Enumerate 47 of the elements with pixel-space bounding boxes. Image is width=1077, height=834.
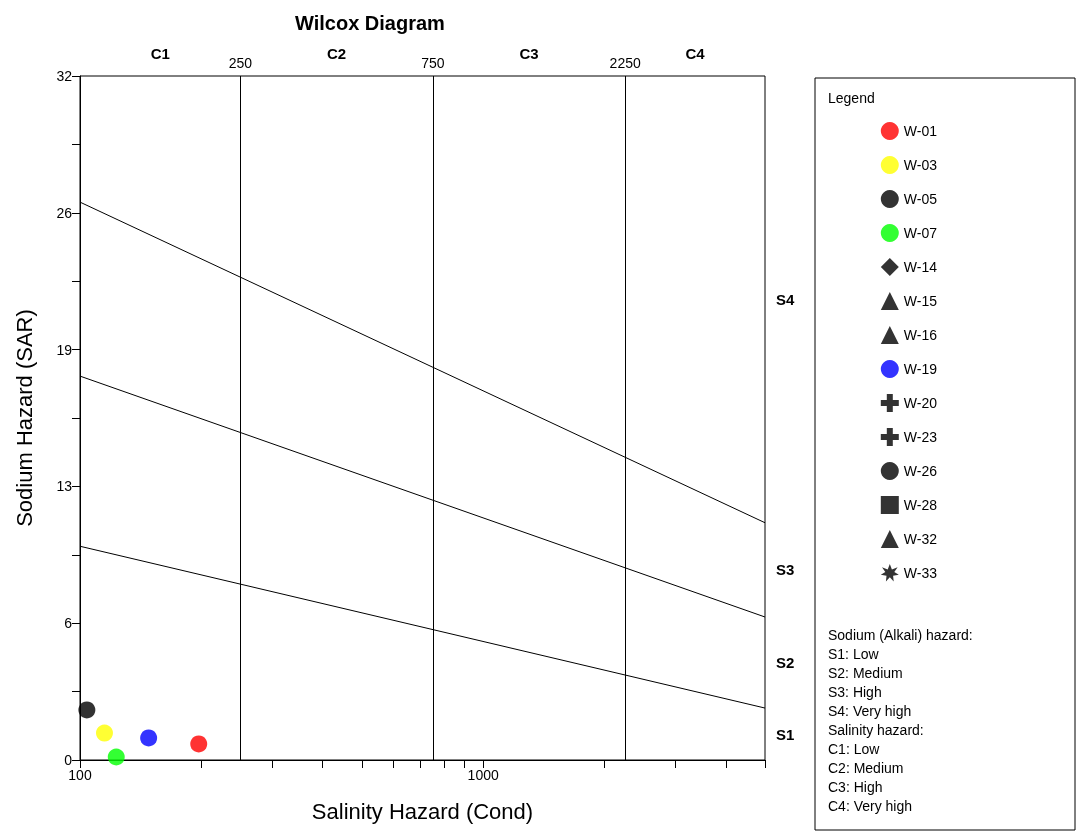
y-tick-label: 26: [56, 204, 73, 221]
legend-label: W-15: [903, 293, 938, 309]
ref-line-label: 250: [228, 55, 253, 71]
y-axis-title: Sodium Hazard (SAR): [11, 309, 37, 527]
y-tick-label: 19: [56, 341, 73, 358]
text: S3: High: [828, 684, 882, 700]
text: C4: [685, 45, 706, 62]
text: S1: Low: [828, 646, 880, 662]
x-axis-title: Salinity Hazard (Cond): [311, 798, 534, 824]
y-tick-label: 6: [64, 615, 73, 632]
legend-label: W-33: [903, 564, 938, 581]
legend-label: W-03: [903, 157, 938, 173]
text: S1: [776, 725, 795, 743]
text: S2: [776, 654, 795, 672]
legend-label: W-32: [903, 531, 938, 547]
text: C1: Low: [828, 741, 881, 757]
legend-label: W-07: [903, 225, 938, 241]
legend-label: W-16: [903, 327, 938, 343]
legend-label: W-19: [903, 361, 938, 377]
text: S4: Very high: [828, 703, 912, 719]
ref-line-label: 750: [421, 55, 445, 71]
y-tick-label: 13: [56, 478, 73, 495]
legend-label: W-14: [903, 259, 938, 275]
text: C3: [519, 45, 539, 62]
legend-label: W-26: [903, 463, 938, 479]
text: S3: [776, 561, 795, 579]
legend-label: W-23: [903, 429, 938, 445]
text: S4: [776, 290, 795, 308]
text: C2: [327, 45, 347, 62]
ref-line-label: 2250: [609, 55, 641, 71]
text: C1: [150, 45, 170, 62]
text: Sodium (Alkali) hazard:: [828, 627, 973, 643]
legend-label: W-01: [903, 123, 938, 139]
text: C4: Very high: [828, 798, 913, 814]
legend-label: W-05: [903, 191, 938, 207]
legend-label: W-20: [903, 395, 938, 411]
text: C2: Medium: [828, 760, 904, 776]
chart-title: Wilcox Diagram: [295, 12, 445, 34]
text: Salinity hazard:: [828, 722, 924, 738]
legend-title: Legend: [828, 90, 875, 106]
y-tick-label: 0: [64, 752, 73, 768]
x-tick-label: 1000: [467, 767, 499, 783]
legend-label: W-28: [903, 497, 938, 513]
x-tick-label: 100: [68, 767, 92, 783]
text: S2: Medium: [828, 665, 903, 681]
text: C3: High: [828, 779, 883, 795]
y-tick-label: 32: [56, 68, 73, 84]
